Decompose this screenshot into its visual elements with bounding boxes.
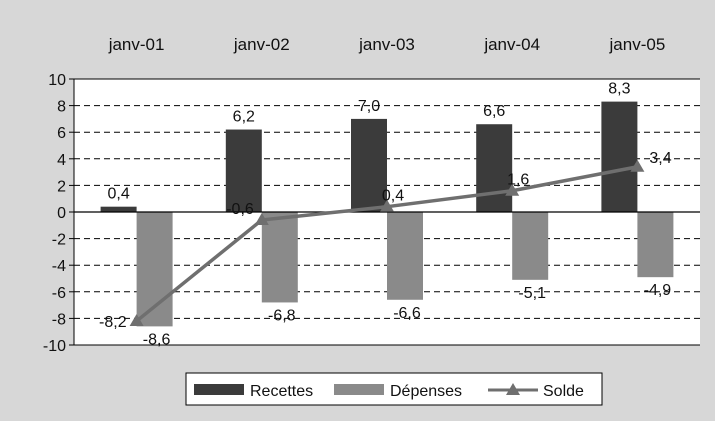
- data-label-solde: 0,4: [382, 188, 404, 205]
- data-label-depenses: -5,1: [518, 285, 546, 302]
- data-label-recettes: 8,3: [608, 81, 630, 98]
- bar-depenses: [512, 212, 549, 280]
- solde-marker: [630, 159, 645, 172]
- solde-marker: [380, 199, 394, 212]
- bar-recettes: [476, 124, 513, 212]
- x-category-label: janv-05: [609, 35, 666, 54]
- x-category-label: janv-03: [358, 35, 415, 54]
- bar-depenses: [637, 212, 674, 278]
- data-label-depenses: -6,8: [268, 307, 296, 324]
- data-label-solde: 1,6: [507, 172, 529, 189]
- data-label-recettes: 7,0: [358, 98, 380, 115]
- data-label-solde: -0,6: [226, 201, 254, 218]
- bar-recettes: [351, 118, 387, 212]
- bar-depenses: [261, 212, 298, 303]
- x-category-label: janv-01: [108, 35, 165, 54]
- legend-swatch-depenses: [334, 384, 384, 395]
- legend-label-solde: Solde: [543, 383, 584, 400]
- bar-recettes: [601, 101, 638, 212]
- y-tick-label: 6: [57, 125, 66, 142]
- data-label-depenses: -6,6: [393, 305, 421, 322]
- data-label-recettes: 0,4: [107, 186, 129, 203]
- bar-recettes: [100, 206, 137, 212]
- legend-label-depenses: Dépenses: [390, 383, 462, 400]
- y-tick-label: -2: [52, 232, 66, 249]
- bar-depenses: [136, 212, 173, 327]
- y-tick-label: -8: [52, 311, 66, 328]
- data-label-solde: 3,4: [649, 150, 671, 167]
- x-category-label: janv-04: [483, 35, 540, 54]
- y-tick-label: 8: [57, 99, 66, 116]
- data-label-depenses: -4,9: [644, 282, 672, 299]
- y-tick-label: -6: [52, 285, 66, 302]
- bar-depenses: [387, 212, 423, 300]
- data-label-depenses: -8,6: [143, 331, 171, 348]
- bar-recettes: [225, 129, 262, 212]
- solde-marker: [254, 212, 269, 225]
- solde-marker: [505, 183, 520, 196]
- data-label-solde: -8,2: [99, 314, 127, 331]
- legend-swatch-recettes: [194, 384, 244, 395]
- solde-marker: [129, 314, 144, 327]
- legend-label-recettes: Recettes: [250, 383, 313, 400]
- y-tick-label: 0: [57, 205, 66, 222]
- y-tick-label: 4: [57, 152, 66, 169]
- y-tick-label: -10: [43, 338, 66, 355]
- data-label-recettes: 6,6: [483, 103, 505, 120]
- y-tick-label: -4: [52, 258, 66, 275]
- y-tick-label: 2: [57, 178, 66, 195]
- y-tick-label: 10: [48, 72, 66, 89]
- x-category-label: janv-02: [233, 35, 290, 54]
- legend-swatch-solde-marker: [506, 383, 520, 395]
- data-label-recettes: 6,2: [233, 109, 255, 126]
